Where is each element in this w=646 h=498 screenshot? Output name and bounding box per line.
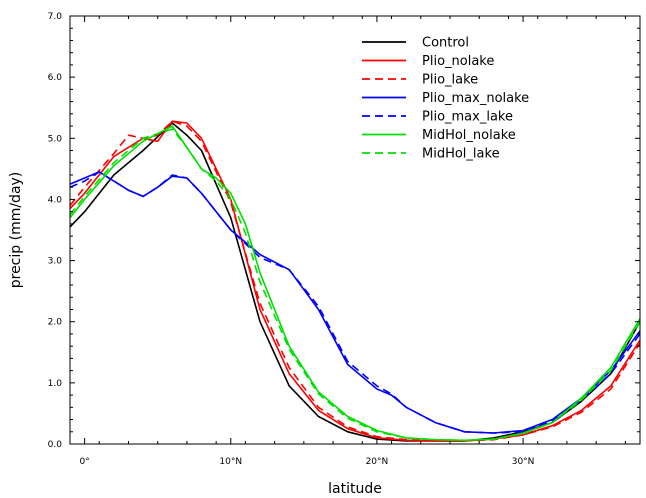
y-tick-label: 3.0: [48, 257, 63, 267]
series-line-plio-max-nolake: [69, 171, 641, 434]
series-line-midhol-lake: [69, 128, 641, 442]
x-tick-label: 20°N: [366, 457, 389, 467]
x-tick-label: 10°N: [219, 457, 242, 467]
y-tick-label: 4.0: [48, 195, 63, 205]
legend-label: Plio_max_lake: [422, 110, 513, 125]
legend-label: Plio_lake: [422, 73, 478, 88]
y-tick-label: 5.0: [48, 134, 63, 144]
legend-label: Plio_nolake: [422, 54, 494, 69]
legend-label: MidHol_nolake: [422, 128, 516, 143]
y-tick-label: 6.0: [48, 73, 63, 83]
x-axis-title: latitude: [328, 481, 382, 497]
series-line-midhol-nolake: [69, 125, 641, 442]
series-line-control: [69, 122, 641, 442]
series-line-plio-lake: [69, 120, 641, 442]
ticks-layer: 0.0 1.0 2.0 3.0 4.0 5.0 6.0 7.0 0° 10°N 20°N 30°N: [48, 12, 640, 467]
legend-label: Plio_max_nolake: [422, 91, 529, 106]
y-axis-title: precip (mm/day): [8, 172, 24, 289]
y-tick-label: 7.0: [48, 12, 63, 22]
series-layer: [69, 120, 641, 442]
x-tick-label: 30°N: [512, 457, 535, 467]
legend-label: Control: [422, 36, 469, 51]
y-tick-label: 2.0: [48, 318, 63, 328]
series-line-plio-max-lake: [69, 171, 641, 434]
y-tick-label: 0.0: [48, 440, 63, 450]
plot-frame: [69, 15, 641, 445]
legend-label: MidHol_lake: [422, 147, 500, 162]
x-tick-label: 0°: [79, 457, 89, 467]
series-line-plio-nolake: [69, 120, 641, 442]
y-tick-label: 1.0: [48, 379, 63, 389]
legend: Control Plio_nolake Plio_lake Plio_max_nola…: [362, 36, 529, 162]
